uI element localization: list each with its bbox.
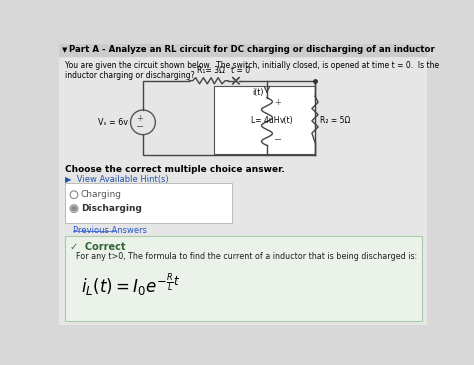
Text: Vₛ = 6v: Vₛ = 6v xyxy=(98,118,128,127)
Text: Part A - Analyze an RL circuit for DC charging or discharging of an inductor: Part A - Analyze an RL circuit for DC ch… xyxy=(69,46,435,54)
Text: +: + xyxy=(274,98,281,107)
Text: You are given the circuit shown below.  The switch, initially closed, is opened : You are given the circuit shown below. T… xyxy=(65,61,439,80)
Text: L= 4uH: L= 4uH xyxy=(251,116,279,125)
FancyBboxPatch shape xyxy=(59,44,427,325)
FancyBboxPatch shape xyxy=(65,236,422,321)
Text: R₂ = 5Ω: R₂ = 5Ω xyxy=(320,116,351,125)
Text: Choose the correct multiple choice answer.: Choose the correct multiple choice answe… xyxy=(65,165,285,174)
Text: Discharging: Discharging xyxy=(81,204,142,213)
Text: For any t>0, The formula to find the current of a inductor that is being dischar: For any t>0, The formula to find the cur… xyxy=(76,252,418,261)
Text: −: − xyxy=(136,122,144,132)
FancyBboxPatch shape xyxy=(65,183,232,223)
Text: Previous Answers: Previous Answers xyxy=(73,226,147,235)
Text: +: + xyxy=(137,114,143,123)
FancyBboxPatch shape xyxy=(59,44,427,56)
Text: v(t): v(t) xyxy=(280,116,294,125)
Text: ▶  View Available Hint(s): ▶ View Available Hint(s) xyxy=(65,175,169,184)
Text: ▼: ▼ xyxy=(63,47,68,53)
Text: $i_L(t) = I_0 e^{-\frac{R}{L}t}$: $i_L(t) = I_0 e^{-\frac{R}{L}t}$ xyxy=(81,271,180,298)
Text: R₁= 3Ω: R₁= 3Ω xyxy=(197,66,225,74)
Text: ✓  Correct: ✓ Correct xyxy=(70,242,126,253)
Text: −: − xyxy=(274,135,282,145)
Text: t = 0: t = 0 xyxy=(231,66,250,74)
FancyBboxPatch shape xyxy=(214,86,315,154)
Text: i(t): i(t) xyxy=(253,88,264,97)
Circle shape xyxy=(72,206,76,211)
Text: Charging: Charging xyxy=(81,190,122,199)
